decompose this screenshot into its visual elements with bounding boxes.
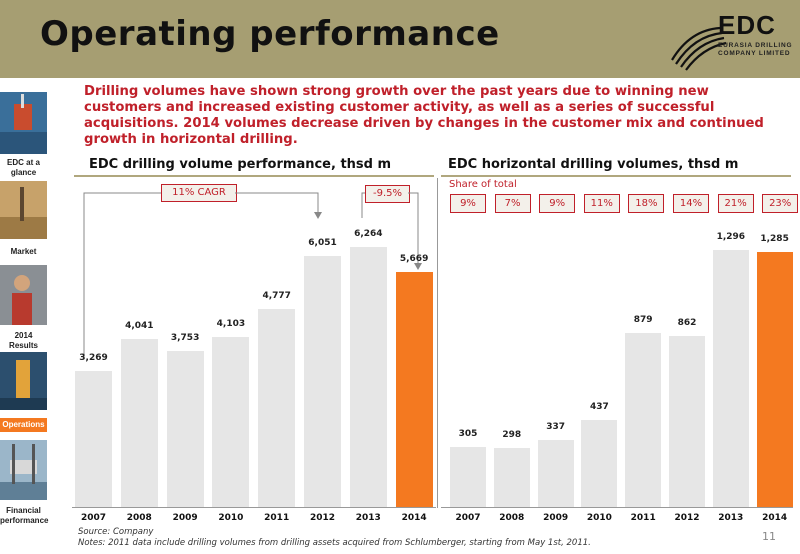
chart1-bar-2009 [166,351,204,507]
chart2-bar-2013 [712,250,749,507]
intro-text: Drilling volumes have shown strong growt… [84,84,764,147]
chart1-bar-2007 [75,371,112,507]
chart2-bar-2010 [581,420,618,507]
sidebar-item-edc-at-a-glance[interactable]: EDC at a glance [0,92,47,178]
chart2-bar-2007 [450,446,486,507]
chart1-x-tick: 2010 [218,513,244,523]
chart-divider [437,178,438,508]
chart1-x-tick: 2011 [264,513,290,523]
sidebar-item-2014-results[interactable]: 2014 Results [0,265,47,351]
chart2-x-tick: 2008 [499,513,525,523]
chart1-bar-2011 [258,308,296,507]
logo-text: EDC [718,10,776,40]
chart1-title: EDC drilling volume performance, thsd m [89,157,392,172]
chart1-bar-2014 [395,271,433,507]
chart1-x-tick: 2013 [355,513,381,523]
share-of-total-badge: 18% [628,194,665,213]
chart2-x-tick: 2010 [586,513,612,523]
chart2-value-label: 1,285 [760,234,789,245]
cagr-badge: 11% CAGR [161,184,237,202]
edc-logo-swoosh [671,26,727,71]
sidebar-item-market[interactable]: Market [0,181,47,257]
chart1-value-label: 4,103 [216,318,246,329]
rig-night-image [0,352,47,410]
chart1-value-label: 3,753 [170,333,200,344]
chart2-bar-2008 [493,447,530,507]
chart2-x-tick: 2007 [455,513,481,523]
chart2-title: EDC horizontal drilling volumes, thsd m [448,157,739,172]
chart1-x-tick: 2012 [309,513,336,523]
desert-rig-image [0,181,47,239]
chart2-title-underline [441,175,791,177]
chart2-x-axis [441,507,793,508]
chart1-value-label: 6,051 [308,237,337,248]
chart1-value-label: 5,669 [399,253,429,264]
chart2-value-label: 305 [458,428,478,439]
chart1-bar-2010 [212,336,250,507]
logo-subtitle: EURASIA DRILLING COMPANY LIMITED [718,42,793,57]
chart1-x-tick: 2007 [80,513,107,523]
share-of-total-badge: 23% [762,194,799,213]
offshore-rig-image [0,92,47,154]
jackup-rig-image [0,440,47,500]
header-bar [0,0,800,78]
share-of-total-badge: 14% [673,194,709,213]
chart1-x-axis [72,507,436,508]
sidebar-item-operations[interactable]: Operations [0,352,47,432]
decline-badge: -9.5% [365,185,410,203]
page-number: 11 [762,530,776,543]
chart2-value-label: 1,296 [716,232,746,242]
chart1-title-underline [74,175,434,177]
chart2-value-label: 298 [502,429,522,440]
share-of-total-badge: 11% [583,194,620,213]
chart1-bar-2013 [349,247,387,507]
sidebar-item-financial-performance[interactable]: Financial performance [0,440,48,526]
chart2-value-label: 862 [677,318,697,329]
share-of-total-badge: 7% [494,194,531,213]
chart2-value-label: 879 [633,314,653,325]
chart1-value-label: 6,264 [354,229,383,239]
footer-notes: Source: Company Notes: 2011 data include… [78,527,591,548]
chart2-bar-2009 [537,440,574,507]
chart1-bar-2008 [120,339,158,507]
chart2-bar-2014 [756,252,793,507]
chart2-bar-2011 [625,332,662,507]
chart2-bar-2012 [669,336,705,507]
chart2-value-label: 437 [589,402,609,413]
chart1-x-tick: 2014 [401,513,427,523]
chart2-x-tick: 2014 [762,513,788,523]
share-of-total-badge: 9% [450,194,486,213]
chart1-value-label: 4,041 [125,321,154,332]
chart1-value-label: 4,777 [262,290,291,301]
share-of-total-badge: 9% [539,194,576,213]
chart2-x-tick: 2009 [543,513,569,523]
chart2-x-tick: 2012 [674,513,700,523]
share-of-total-label: Share of total [449,179,517,190]
chart1-value-label: 3,269 [79,353,108,364]
chart1-bar-2012 [304,255,341,507]
page-title: Operating performance [40,14,500,54]
chart1-x-tick: 2008 [126,513,152,523]
chart2-x-tick: 2011 [630,513,656,523]
share-of-total-badge: 21% [717,194,754,213]
chart2-x-tick: 2013 [718,513,744,523]
chart2-value-label: 337 [546,422,565,433]
chart1-x-tick: 2009 [172,513,198,523]
worker-image [0,265,47,325]
